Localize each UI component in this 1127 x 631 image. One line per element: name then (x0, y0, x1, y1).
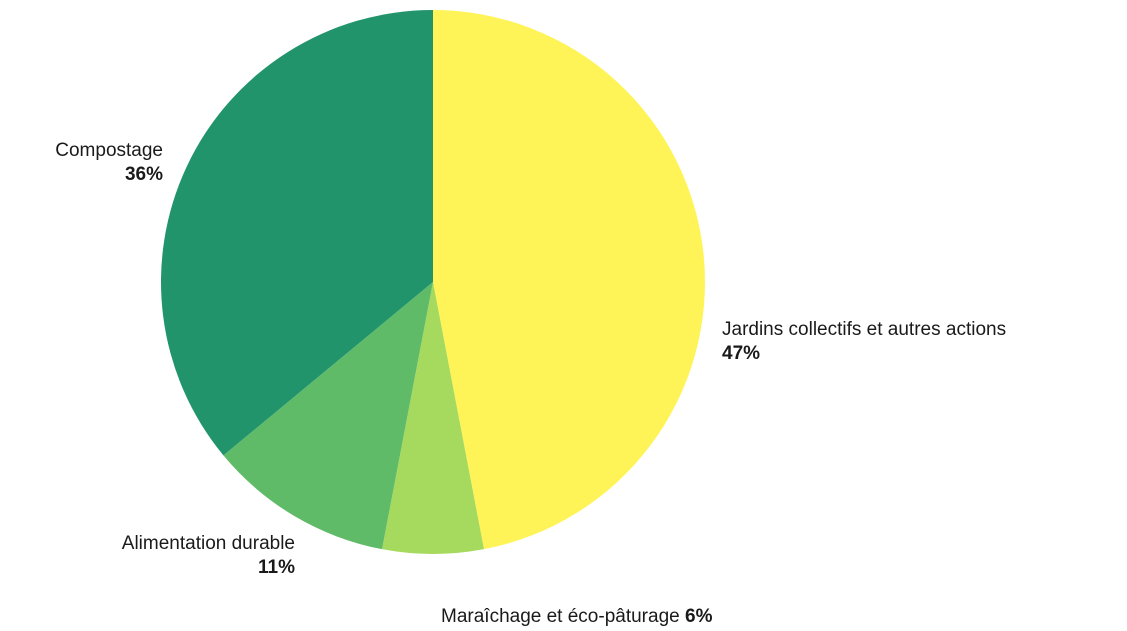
slice-compostage (160, 10, 434, 456)
label-alimentation-name: Alimentation durable (121, 533, 295, 554)
label-compostage-pct: 36% (124, 164, 163, 185)
label-alimentation: Alimentation durable 11% (122, 532, 295, 580)
label-maraichage-pct: 6% (685, 606, 713, 627)
label-jardins-pct: 47% (722, 343, 761, 364)
label-compostage-name: Compostage (55, 140, 163, 161)
slice-alimentation (223, 282, 433, 550)
label-compostage: Compostage 36% (55, 139, 163, 187)
label-jardins: Jardins collectifs et autres actions 47% (722, 318, 1006, 366)
slice-jardins (433, 10, 705, 550)
slice-maraichage (382, 282, 484, 554)
label-maraichage-name: Maraîchage et éco-pâturage (441, 606, 680, 627)
label-alimentation-pct: 11% (258, 557, 295, 578)
label-maraichage: Maraîchage et éco-pâturage 6% (441, 605, 712, 629)
label-jardins-name: Jardins collectifs et autres actions (722, 319, 1007, 340)
